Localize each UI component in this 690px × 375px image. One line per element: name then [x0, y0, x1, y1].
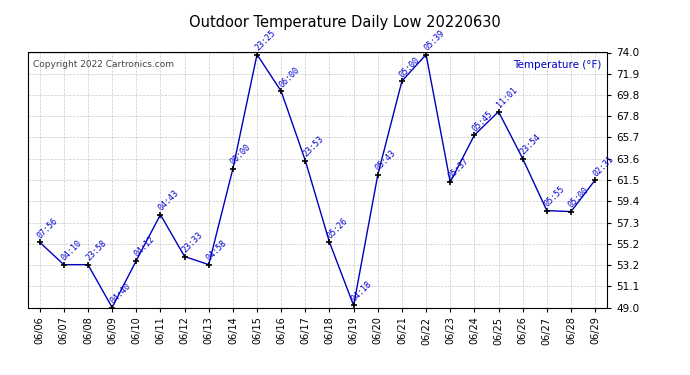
Text: 07:56: 07:56	[36, 216, 60, 240]
Text: Copyright 2022 Cartronics.com: Copyright 2022 Cartronics.com	[33, 60, 175, 69]
Text: 04:40: 04:40	[108, 281, 132, 306]
Text: Temperature (°F): Temperature (°F)	[513, 60, 602, 70]
Text: 05:26: 05:26	[326, 216, 350, 240]
Text: 06:00: 06:00	[277, 65, 302, 89]
Text: 23:25: 23:25	[253, 28, 277, 53]
Text: 04:10: 04:10	[60, 238, 84, 262]
Text: 05:37: 05:37	[446, 156, 471, 180]
Text: 05:55: 05:55	[543, 184, 567, 209]
Text: 02:31: 02:31	[591, 154, 615, 178]
Text: Outdoor Temperature Daily Low 20220630: Outdoor Temperature Daily Low 20220630	[189, 15, 501, 30]
Text: 05:43: 05:43	[374, 149, 398, 173]
Text: 05:39: 05:39	[422, 28, 446, 53]
Text: 05:00: 05:00	[567, 186, 591, 210]
Text: 05:45: 05:45	[471, 109, 495, 133]
Text: 04:58: 04:58	[205, 238, 229, 262]
Text: 11:01: 11:01	[495, 86, 519, 109]
Text: 23:53: 23:53	[302, 135, 326, 159]
Text: 04:12: 04:12	[132, 234, 157, 258]
Text: 05:00: 05:00	[398, 55, 422, 79]
Text: 23:54: 23:54	[519, 132, 543, 156]
Text: 23:33: 23:33	[181, 230, 205, 255]
Text: 23:58: 23:58	[84, 238, 108, 262]
Text: 00:00: 00:00	[229, 143, 253, 167]
Text: 04:43: 04:43	[157, 189, 181, 213]
Text: 04:18: 04:18	[350, 279, 374, 303]
